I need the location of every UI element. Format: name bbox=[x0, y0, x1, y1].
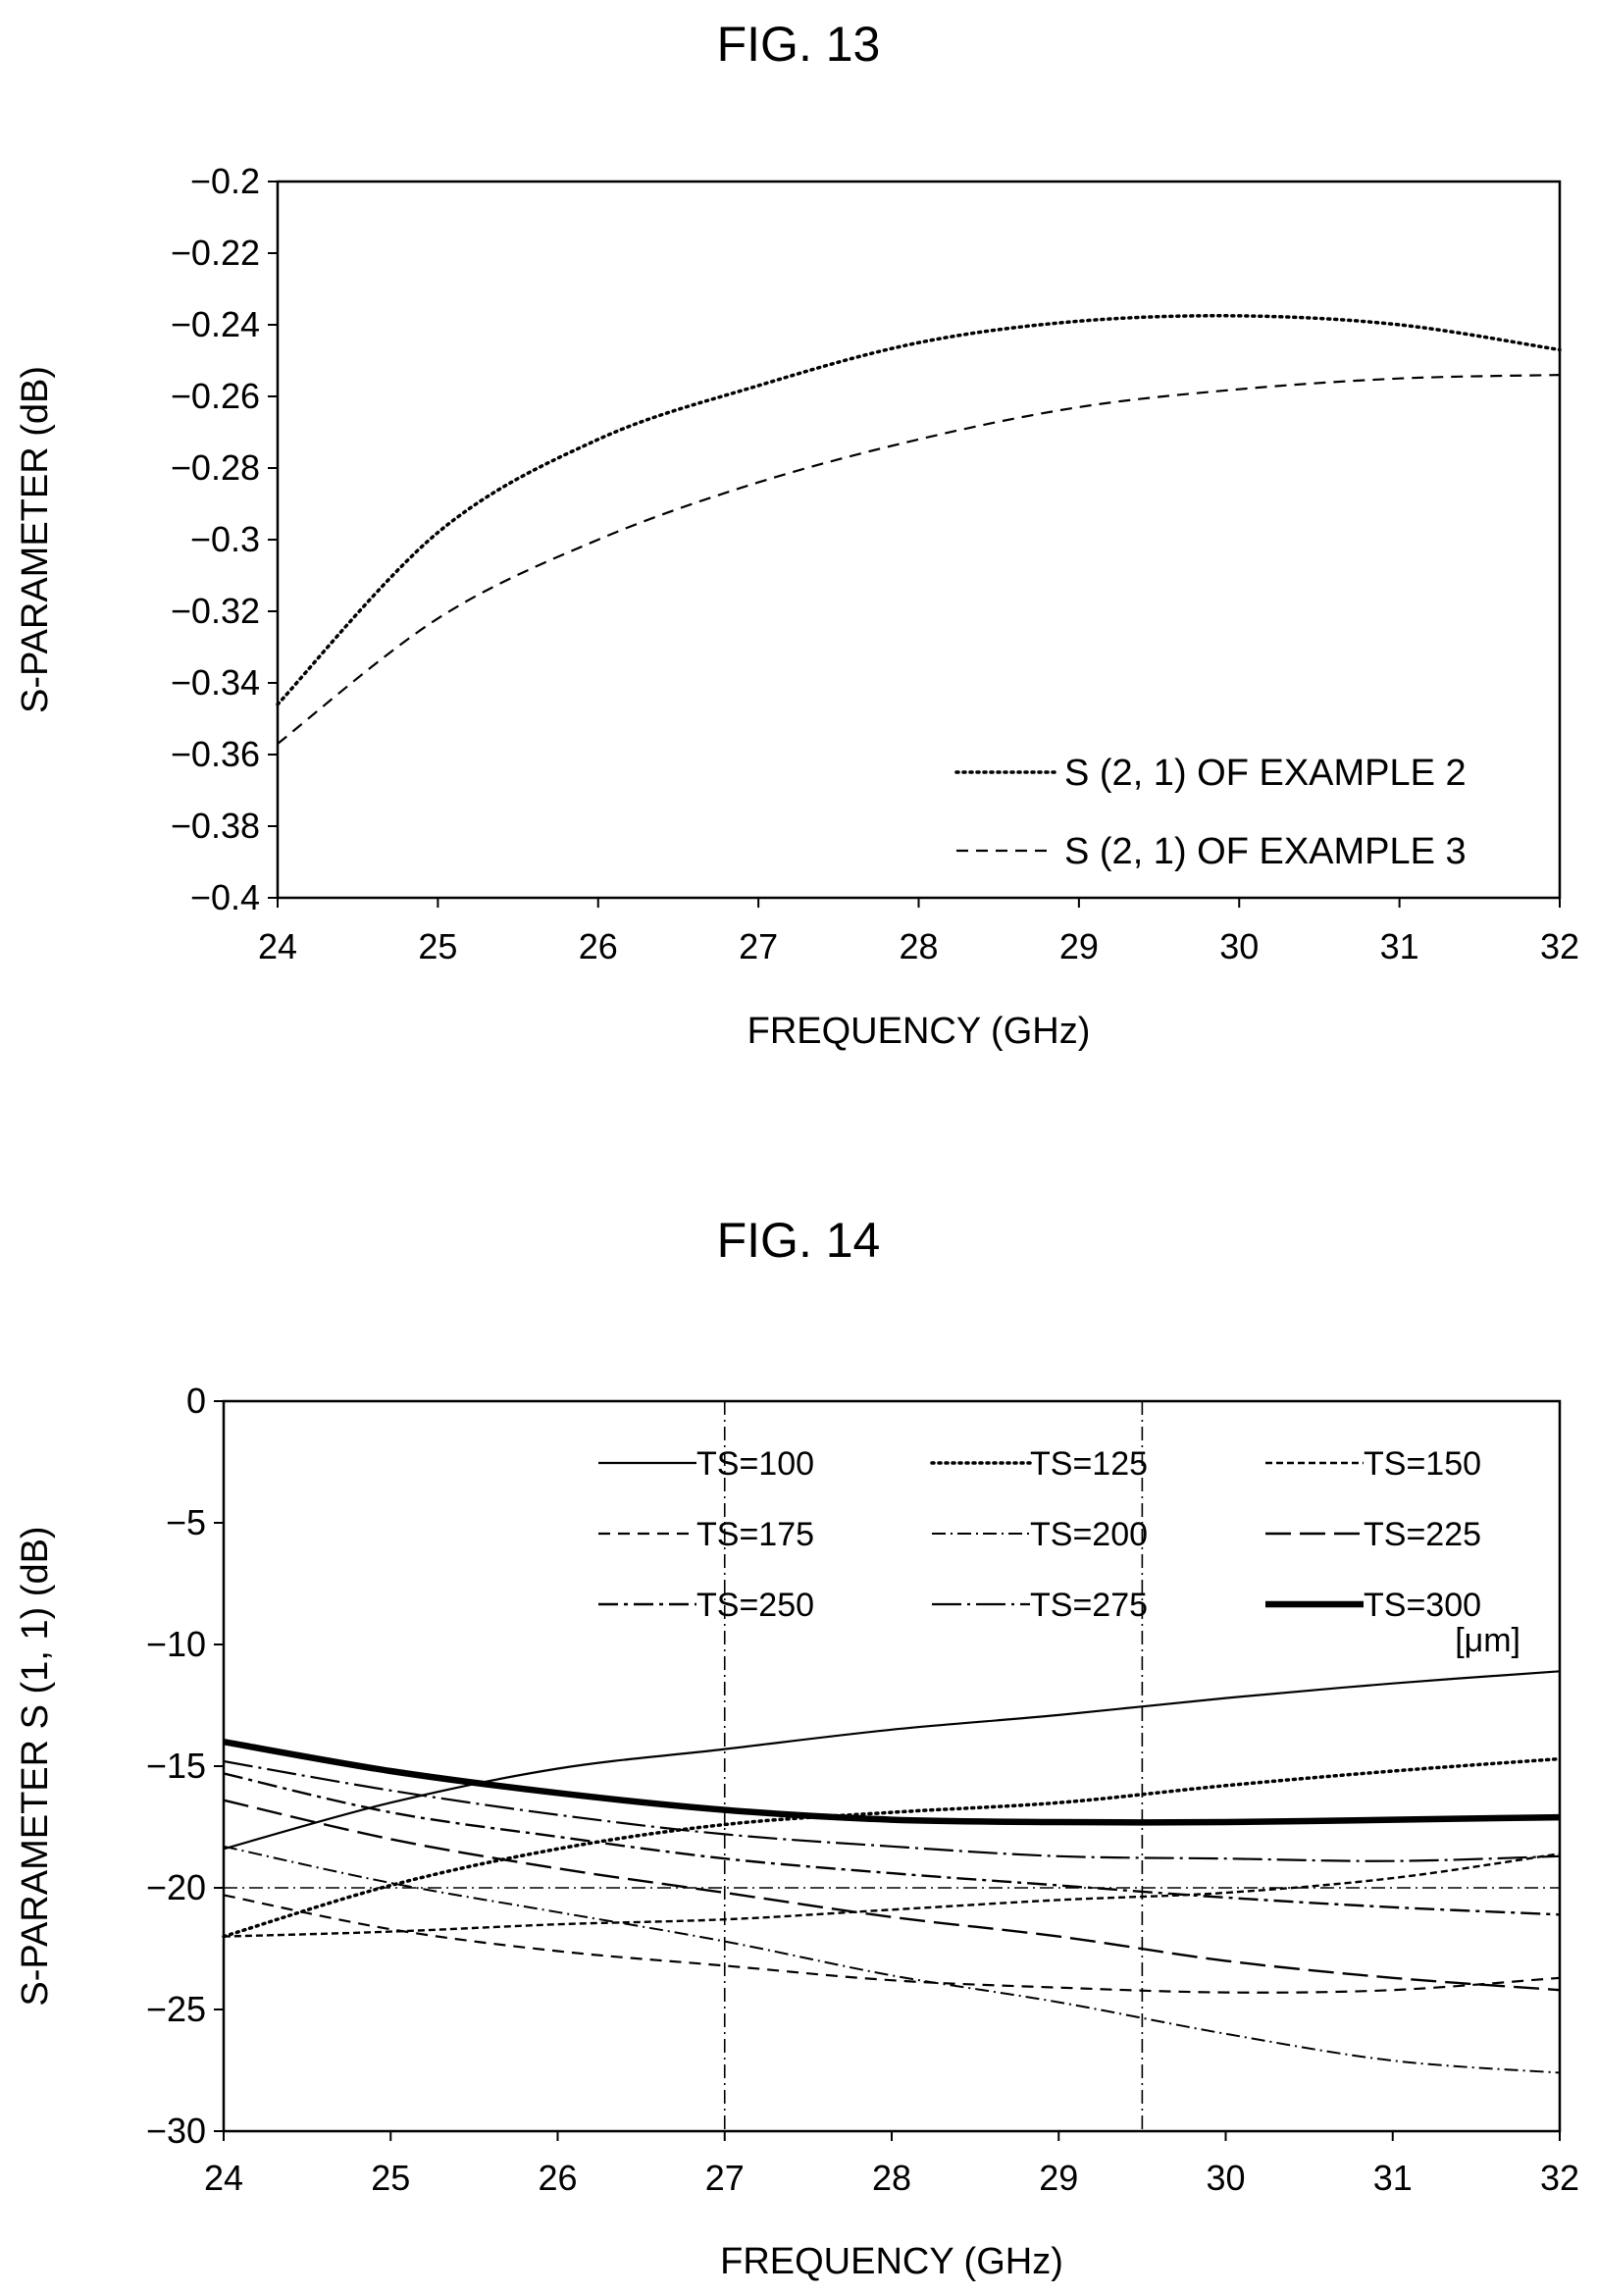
x-axis-label: FREQUENCY (GHz) bbox=[747, 1011, 1091, 1052]
y-tick-label: −0.22 bbox=[171, 233, 260, 273]
series-line-1 bbox=[276, 314, 1562, 706]
fig13-title: FIG. 13 bbox=[716, 17, 881, 72]
y-tick-label: −0.3 bbox=[190, 519, 260, 559]
series-line-8 bbox=[223, 1759, 1561, 1862]
x-tick-label: 28 bbox=[899, 926, 938, 966]
x-tick-label: 32 bbox=[1540, 2158, 1579, 2198]
legend-label-7: TS=250 bbox=[696, 1587, 814, 1624]
legend-label-2: S (2, 1) OF EXAMPLE 3 bbox=[1064, 831, 1467, 872]
legend-label-3: TS=150 bbox=[1364, 1445, 1481, 1483]
x-tick-label: 24 bbox=[258, 926, 297, 966]
y-axis-label: S-PARAMETER (dB) bbox=[15, 366, 56, 713]
x-axis-label: FREQUENCY (GHz) bbox=[720, 2241, 1063, 2282]
x-tick-label: 29 bbox=[1059, 926, 1099, 966]
y-tick-label: −0.38 bbox=[171, 806, 260, 846]
x-tick-label: 31 bbox=[1373, 2158, 1413, 2198]
y-tick-label: −0.36 bbox=[171, 734, 260, 774]
fig14-title: FIG. 14 bbox=[716, 1213, 881, 1268]
y-tick-label: −10 bbox=[146, 1624, 206, 1664]
legend-label-6: TS=225 bbox=[1364, 1516, 1481, 1553]
y-tick-label: −0.28 bbox=[171, 447, 260, 488]
y-tick-label: −15 bbox=[146, 1746, 206, 1786]
y-tick-label: −20 bbox=[146, 1867, 206, 1907]
x-tick-label: 27 bbox=[739, 926, 778, 966]
x-tick-label: 25 bbox=[371, 2158, 410, 2198]
series-line-4 bbox=[223, 1894, 1561, 1994]
x-tick-label: 28 bbox=[872, 2158, 911, 2198]
x-tick-label: 30 bbox=[1219, 926, 1259, 966]
legend-unit-label: [μm] bbox=[1455, 1622, 1520, 1659]
legend-label-1: S (2, 1) OF EXAMPLE 2 bbox=[1064, 753, 1467, 794]
fig13-chart: −0.2 −0.22 −0.24 −0.26 −0.28 −0.3 −0.32 −0.34 −0… bbox=[15, 161, 1579, 1052]
legend-label-5: TS=200 bbox=[1030, 1516, 1148, 1553]
y-tick-label: −0.32 bbox=[171, 591, 260, 631]
series-line-6 bbox=[223, 1799, 1561, 1992]
legend-label-1: TS=100 bbox=[696, 1445, 814, 1483]
y-tick-label: −5 bbox=[166, 1502, 206, 1542]
y-tick-label: −0.2 bbox=[190, 161, 260, 201]
x-tick-label: 25 bbox=[418, 926, 457, 966]
y-tick-label: −25 bbox=[146, 1989, 206, 2029]
legend-label-4: TS=175 bbox=[696, 1516, 814, 1553]
series-line-2 bbox=[277, 374, 1561, 745]
x-tick-label: 29 bbox=[1039, 2158, 1078, 2198]
y-tick-label: −0.24 bbox=[171, 304, 260, 344]
legend-label-9: TS=300 bbox=[1364, 1587, 1481, 1624]
plot-frame bbox=[222, 1399, 1562, 2133]
series-line-5 bbox=[223, 1845, 1561, 2074]
series-line-9 bbox=[223, 1738, 1561, 1826]
x-tick-label: 30 bbox=[1206, 2158, 1245, 2198]
y-tick-label: −0.4 bbox=[190, 877, 260, 917]
series-line-1 bbox=[223, 1670, 1561, 1851]
y-tick-label: −0.34 bbox=[171, 662, 260, 703]
x-tick-label: 27 bbox=[705, 2158, 745, 2198]
x-tick-label: 31 bbox=[1380, 926, 1419, 966]
y-tick-label: −30 bbox=[146, 2111, 206, 2151]
series-line-3 bbox=[223, 1852, 1561, 1938]
series-line-2 bbox=[222, 1756, 1562, 1939]
y-tick-label: 0 bbox=[186, 1381, 206, 1421]
legend-label-8: TS=275 bbox=[1030, 1587, 1148, 1624]
x-tick-label: 26 bbox=[579, 926, 618, 966]
x-tick-label: 24 bbox=[204, 2158, 243, 2198]
y-tick-label: −0.26 bbox=[171, 376, 260, 416]
legend-label-2: TS=125 bbox=[1030, 1445, 1148, 1483]
x-tick-label: 26 bbox=[538, 2158, 577, 2198]
y-axis-label: S-PARAMETER S (1, 1) (dB) bbox=[15, 1526, 56, 2006]
x-tick-label: 32 bbox=[1540, 926, 1579, 966]
series-line-7 bbox=[223, 1772, 1561, 1916]
